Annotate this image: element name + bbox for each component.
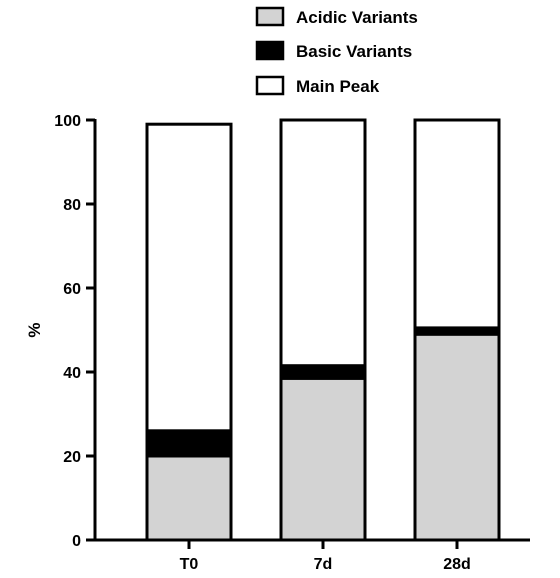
bar-7d-basic-variants — [279, 364, 367, 380]
y-tick-label-80: 80 — [63, 197, 81, 214]
x-axis: T0 7d 28d — [93, 538, 530, 573]
plot-bars — [145, 118, 501, 542]
y-tick-label-60: 60 — [63, 281, 81, 298]
y-axis: 0 20 40 60 80 100 — [54, 113, 97, 550]
x-tick-label-28d: 28d — [443, 556, 471, 573]
x-tick-label-t0: T0 — [180, 556, 199, 573]
bar-t0-main-peak — [145, 122, 233, 433]
bar-7d-acidic-variants — [279, 376, 367, 542]
bar-28d-acidic-variants — [413, 332, 501, 542]
y-axis-label: % — [25, 322, 44, 337]
y-tick-label-40: 40 — [63, 365, 81, 382]
x-tick-label-7d: 7d — [314, 556, 333, 573]
legend-swatch-basic-variants — [255, 40, 285, 61]
legend-swatch-acidic-variants — [255, 6, 285, 27]
legend: Acidic Variants Basic Variants Main Peak — [255, 6, 418, 96]
y-tick-label-20: 20 — [63, 449, 81, 466]
bar-28d-main-peak — [413, 118, 501, 330]
legend-swatch-main-peak — [255, 75, 285, 96]
y-tick-label-100: 100 — [54, 113, 81, 130]
bar-t0-basic-variants — [145, 429, 233, 458]
bar-7d-main-peak — [279, 118, 367, 368]
legend-label-main-peak: Main Peak — [296, 77, 380, 96]
y-tick-label-0: 0 — [72, 533, 81, 550]
bar-t0-acidic-variants — [145, 454, 233, 542]
legend-label-acidic-variants: Acidic Variants — [296, 8, 418, 27]
legend-label-basic-variants: Basic Variants — [296, 42, 412, 61]
